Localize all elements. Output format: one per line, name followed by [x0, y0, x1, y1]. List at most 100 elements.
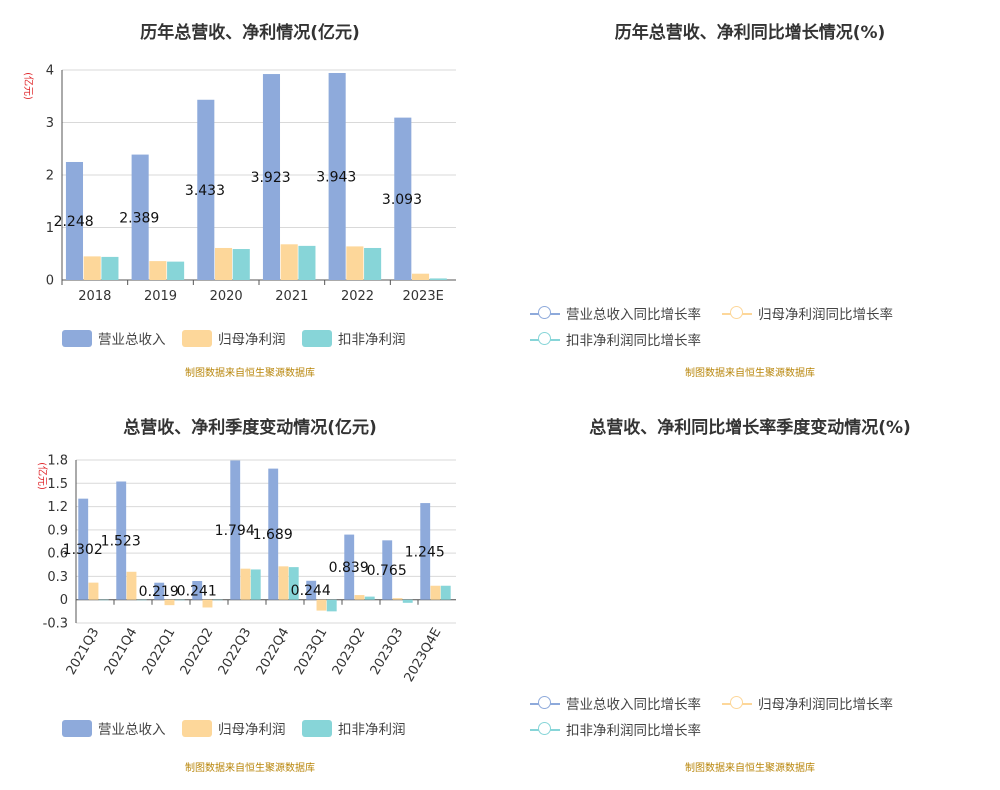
x-tick-label: 2023Q1	[292, 626, 331, 678]
bar-revenue	[65, 161, 84, 280]
legend-item-deducted[interactable]: 扣非净利润	[302, 718, 406, 738]
y-tick-label: 4	[46, 64, 54, 79]
y-tick-label: 1	[46, 221, 54, 236]
bar-revenue	[131, 154, 149, 280]
bar-data-label: 3.433	[185, 183, 225, 199]
source-note: 制图数据来自恒生聚源数据库	[685, 368, 815, 379]
bar-net-profit	[126, 571, 137, 600]
legend-swatch	[530, 305, 560, 321]
source-note: 制图数据来自恒生聚源数据库	[185, 763, 315, 774]
bar-deducted	[174, 599, 185, 601]
bar-revenue	[382, 540, 393, 600]
bar-data-label: 1.689	[253, 527, 293, 543]
legend-swatch	[722, 695, 752, 711]
legend-item-net-profit-growth[interactable]: 归母净利润同比增长率	[722, 693, 893, 713]
legend-item-revenue[interactable]: 营业总收入	[62, 718, 166, 738]
legend-label: 营业总收入	[98, 722, 166, 738]
chart-panel-quarterly-growth: 总营收、净利同比增长率季度变动情况(%) -200-1000100200300%…	[500, 395, 1000, 790]
bar-net-profit	[392, 598, 403, 600]
bar-net-profit	[354, 595, 365, 600]
legend-label: 营业总收入	[98, 332, 166, 348]
bar-revenue	[344, 534, 355, 600]
bar-deducted	[440, 585, 451, 600]
y-tick-label: 0.3	[47, 570, 68, 585]
legend-item-net-profit[interactable]: 归母净利润	[182, 718, 286, 738]
chart-title: 总营收、净利同比增长率季度变动情况(%)	[589, 418, 911, 438]
bar-net-profit	[346, 246, 364, 280]
y-tick-label: 1.8	[47, 454, 68, 469]
chart-panel-annual-revenue: 历年总营收、净利情况(亿元) 0 1 2 3 4 (亿元) 2018 2019 2020 2021…	[0, 0, 500, 395]
bar-net-profit	[88, 582, 99, 600]
legend-swatch	[722, 305, 752, 321]
bar-deducted	[364, 247, 382, 280]
legend-item-revenue-growth[interactable]: 营业总收入同比增长率	[530, 693, 701, 713]
bar-net-profit	[316, 599, 327, 611]
bar-revenue	[262, 74, 281, 280]
y-tick-label: 0.9	[47, 523, 68, 538]
legend-item-deducted-growth[interactable]: 扣非净利润同比增长率	[530, 719, 701, 739]
legend-label: 扣非净利润	[338, 722, 406, 738]
x-tick-label: 2023E	[403, 289, 444, 304]
legend-label: 归母净利润同比增长率	[758, 697, 893, 713]
legend-label: 营业总收入同比增长率	[566, 307, 701, 323]
source-note: 制图数据来自恒生聚源数据库	[685, 763, 815, 774]
bar-data-label: 0.839	[329, 560, 369, 576]
legend-swatch	[302, 719, 332, 737]
bar-deducted	[98, 599, 109, 601]
x-tick-label: 2023Q3	[368, 626, 407, 678]
bar-net-profit	[215, 247, 233, 280]
legend-label: 扣非净利润同比增长率	[566, 723, 701, 739]
legend-item-revenue[interactable]: 营业总收入	[62, 328, 166, 348]
bar-data-label: 2.389	[119, 210, 159, 226]
bar-net-profit	[280, 244, 298, 280]
y-tick-label: 0.6	[47, 547, 68, 562]
bar-deducted	[250, 569, 261, 600]
legend-item-deducted-growth[interactable]: 扣非净利润同比增长率	[530, 329, 701, 349]
y-tick-label: 2	[46, 169, 54, 184]
legend-swatch	[182, 719, 212, 737]
y-tick-label: 1.2	[47, 500, 68, 515]
bar-deducted	[232, 249, 250, 280]
bar-deducted	[167, 261, 185, 280]
bar-data-label: 1.523	[101, 534, 141, 550]
bar-net-profit	[83, 256, 101, 280]
bar-deducted	[298, 245, 316, 280]
x-tick-label: 2022Q2	[178, 626, 217, 678]
legend-label: 营业总收入同比增长率	[566, 697, 701, 713]
bar-deducted	[364, 596, 375, 600]
x-tick-label: 2022Q4	[254, 626, 293, 678]
bar-deducted	[288, 567, 299, 600]
legend-swatch	[62, 719, 92, 737]
legend-item-revenue-growth[interactable]: 营业总收入同比增长率	[530, 303, 701, 323]
chart-panel-quarterly-revenue: 总营收、净利季度变动情况(亿元) -0.3 0 0.3 0.6 0.9 1.2 1.5 1.8…	[0, 395, 500, 790]
chart-title: 总营收、净利季度变动情况(亿元)	[123, 418, 377, 438]
x-tick-label: 2019	[144, 289, 177, 304]
legend-swatch	[302, 329, 332, 347]
bar-revenue	[420, 503, 431, 600]
bar-data-label: 2.248	[54, 214, 94, 230]
quarterly-revenue-bar-chart: -0.300.30.60.91.21.51.8(亿元)2021Q3 2021Q4 2…	[36, 454, 456, 685]
chart-title: 历年总营收、净利情况(亿元)	[140, 23, 360, 43]
bar-net-profit	[164, 599, 175, 606]
source-note: 制图数据来自恒生聚源数据库	[185, 368, 315, 379]
bar-deducted	[402, 599, 413, 603]
y-tick-label: 0	[46, 274, 54, 289]
y-tick-label: 0	[60, 593, 68, 608]
bar-data-label: 1.245	[405, 544, 445, 560]
legend-item-deducted[interactable]: 扣非净利润	[302, 328, 406, 348]
bar-net-profit	[278, 566, 289, 600]
bar-data-label: 0.765	[367, 563, 407, 579]
x-tick-label: 2020	[210, 289, 243, 304]
legend-item-net-profit[interactable]: 归母净利润	[182, 328, 286, 348]
bar-deducted	[429, 278, 447, 280]
bar-revenue	[268, 468, 279, 600]
legend-item-net-profit-growth[interactable]: 归母净利润同比增长率	[722, 303, 893, 323]
legend-swatch	[530, 695, 560, 711]
bar-data-label: 0.219	[139, 584, 179, 600]
x-tick-label: 2021Q4	[102, 626, 141, 678]
legend-swatch	[530, 331, 560, 347]
chart-title: 历年总营收、净利同比增长情况(%)	[614, 23, 886, 43]
bar-deducted	[136, 599, 147, 601]
x-tick-label: 2018	[78, 289, 111, 304]
bar-deducted	[101, 256, 119, 280]
